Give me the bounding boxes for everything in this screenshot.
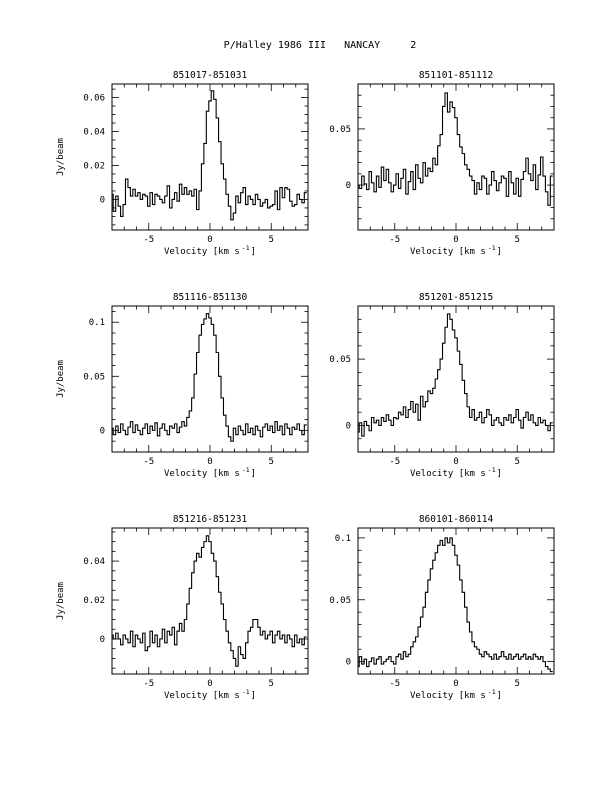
x-axis-label-main: Velocity [km s [164,691,240,701]
panel-title: 851101-851112 [419,70,493,81]
y-tick-label: 0 [346,658,351,668]
x-axis-label-close: ] [497,247,502,257]
spectra-panels: 851017-851031 -5 0 5 0 0.02 0.04 0.06 Velocity [… [56,70,555,701]
y-tick-label: 0.05 [329,596,351,606]
y-axis-label: Jy/beam [56,138,66,176]
x-axis-label-close: ] [497,469,502,479]
y-tick-label: 0 [100,426,105,436]
spectrum-line [112,313,307,442]
y-tick-label: 0.04 [83,557,105,567]
x-tick-label: 5 [515,235,520,245]
x-tick-label: 0 [207,457,212,467]
panel-title: 851201-851215 [419,292,493,303]
x-axis-label-exponent: -1 [488,688,496,696]
x-axis-label-exponent: -1 [242,466,250,474]
x-axis-label-exponent: -1 [242,244,250,252]
x-axis-label-exponent: -1 [488,244,496,252]
panel-title: 851216-851231 [173,514,248,525]
x-axis-label-exponent: -1 [242,688,250,696]
y-tick-label: 0 [346,421,351,431]
x-axis-label: Velocity [km s -1] [164,244,256,257]
spectrum-line [358,537,553,673]
x-tick-label: 0 [207,235,212,245]
x-axis-label-main: Velocity [km s [410,691,486,701]
x-tick-label: 5 [515,679,520,689]
y-tick-label: 0.05 [329,125,351,135]
x-axis-label-close: ] [251,691,256,701]
x-axis-label-main: Velocity [km s [410,469,486,479]
y-tick-label: 0 [100,635,105,645]
spectrum-line [358,92,553,206]
x-tick-label: 0 [453,457,458,467]
plot-frame [357,305,555,453]
x-tick-label: 5 [269,235,274,245]
x-axis-label: Velocity [km s -1] [410,466,502,479]
spectrum-line [358,313,553,437]
x-axis-label-close: ] [251,469,256,479]
page-title: P/Halley 1986 III NANCAY 2 [224,40,417,51]
spectrum-panel-3: 851116-851130 -5 0 5 0 0.05 0.1 Velocity [km s-… [56,292,309,479]
x-axis-label: Velocity [km s -1] [164,466,256,479]
x-axis-label-main: Velocity [km s [164,469,240,479]
x-tick-label: -5 [389,457,400,467]
spectrum-panel-6: 860101-860114 -5 0 5 0 0.05 0.1 Velocity [km s-… [329,514,555,701]
y-tick-label: 0.02 [83,161,105,171]
x-axis-label-exponent: -1 [488,466,496,474]
x-tick-label: 5 [269,457,274,467]
y-tick-label: 0.1 [335,534,351,544]
y-tick-label: 0.1 [89,318,105,328]
panel-title: 851017-851031 [173,70,248,81]
x-tick-label: 0 [207,679,212,689]
x-tick-label: 5 [269,679,274,689]
x-tick-label: 0 [453,235,458,245]
spectrum-panel-2: 851101-851112 -5 0 5 0 0.05 Velocity [km s -1] [329,70,555,257]
y-axis-label: Jy/beam [56,582,66,620]
spectrum-panel-5: 851216-851231 -5 0 5 0 0.02 0.04 Velocity [km s… [56,514,309,701]
x-axis-label-main: Velocity [km s [164,247,240,257]
plot-frame [111,83,309,231]
x-axis-label-close: ] [251,247,256,257]
spectrum-line [112,535,307,667]
x-tick-label: -5 [143,679,154,689]
y-axis-label: Jy/beam [56,360,66,398]
x-axis-label-close: ] [497,691,502,701]
x-tick-label: -5 [143,457,154,467]
x-axis-label-main: Velocity [km s [410,247,486,257]
x-tick-label: -5 [389,235,400,245]
x-tick-label: -5 [389,679,400,689]
y-tick-label: 0 [346,181,351,191]
y-tick-label: 0.04 [83,128,105,138]
x-tick-label: -5 [143,235,154,245]
panel-title: 851116-851130 [173,292,248,303]
y-tick-label: 0 [100,195,105,205]
plot-frame [357,527,555,675]
plot-frame [357,83,555,231]
y-tick-label: 0.05 [329,355,351,365]
x-tick-label: 0 [453,679,458,689]
spectrum-panel-1: 851017-851031 -5 0 5 0 0.02 0.04 0.06 Velocity [… [56,70,309,257]
x-axis-label: Velocity [km s -1] [410,244,502,257]
y-tick-label: 0.02 [83,596,105,606]
x-tick-label: 5 [515,457,520,467]
spectrum-panel-4: 851201-851215 -5 0 5 0 0.05 Velocity [km s -1] [329,292,555,479]
panel-title: 860101-860114 [419,514,494,525]
x-axis-label: Velocity [km s -1] [410,688,502,701]
plot-frame [111,527,309,675]
y-tick-label: 0.05 [83,372,105,382]
y-tick-label: 0.06 [83,94,105,104]
x-axis-label: Velocity [km s -1] [164,688,256,701]
spectrum-line [112,90,307,221]
